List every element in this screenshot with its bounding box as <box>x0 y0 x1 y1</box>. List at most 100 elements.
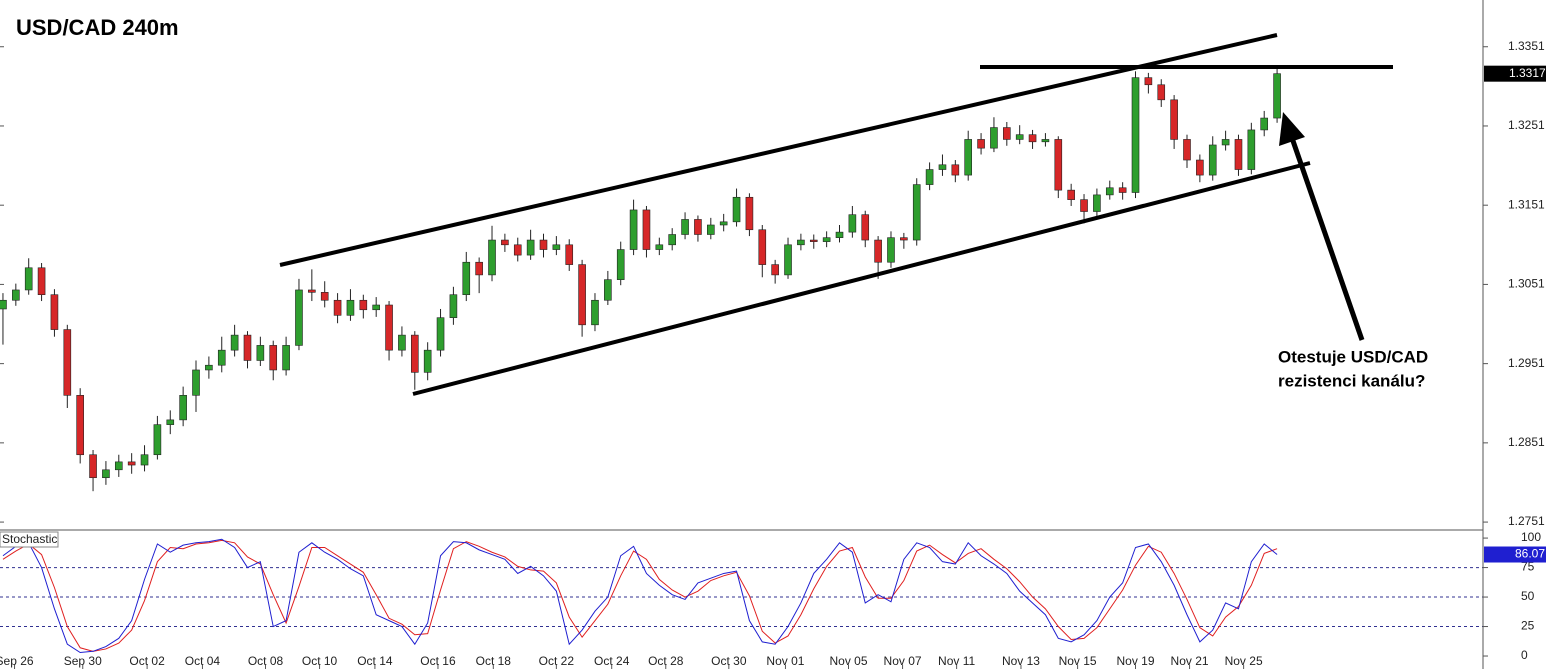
candle-body <box>50 294 59 330</box>
candle-body <box>990 127 998 149</box>
candle-body <box>1131 77 1140 193</box>
candle-body <box>153 424 162 456</box>
candle-body <box>1003 127 1011 140</box>
candle-body <box>76 395 84 456</box>
x-tick-label: Nov 19 <box>1116 654 1154 668</box>
annotation: rezistenci kanálu? <box>1278 371 1425 390</box>
channel-lower <box>412 161 1311 396</box>
candle-body <box>1093 194 1101 212</box>
y-tick-label: 100 <box>1521 530 1541 544</box>
x-tick-label: Nov 21 <box>1171 654 1209 668</box>
arrow-shaft <box>1289 137 1365 341</box>
indicator-title: Stochastic <box>2 532 57 546</box>
candle-body <box>694 219 702 235</box>
candle-body <box>539 239 548 250</box>
candle-body <box>372 304 380 311</box>
candle-body <box>591 299 599 326</box>
candle-body <box>719 221 728 226</box>
x-tick-label: Nov 13 <box>1002 654 1040 668</box>
x-tick-label: Oct 28 <box>648 654 684 668</box>
x-tick-label: Oct 10 <box>302 654 338 668</box>
x-tick-label: Nov 07 <box>884 654 922 668</box>
candle-body <box>1208 144 1217 176</box>
candle-body <box>462 261 471 296</box>
candle-body <box>1080 199 1088 212</box>
candle-body <box>1196 159 1204 176</box>
candle-body <box>385 304 393 351</box>
y-tick-label: 1.3051 <box>1508 277 1545 291</box>
candle-body <box>912 184 921 241</box>
candle-body <box>655 244 664 250</box>
last-value-box <box>1484 546 1546 563</box>
candle-body <box>423 349 432 373</box>
x-tick-label: Oct 14 <box>357 654 393 668</box>
candle-body <box>1054 139 1063 191</box>
candle-body <box>1157 84 1166 101</box>
candle-body <box>0 299 7 310</box>
candle-body <box>1105 187 1114 196</box>
candle-body <box>784 244 792 276</box>
y-tick-label: 75 <box>1521 560 1535 574</box>
candle-body <box>1118 187 1127 193</box>
candle-body <box>797 239 805 246</box>
candle-body <box>256 345 265 361</box>
channel-upper <box>279 33 1278 267</box>
y-tick-label: 1.3351 <box>1508 39 1545 53</box>
indicator-label-box <box>0 531 59 548</box>
x-tick-label: Nov 25 <box>1225 654 1263 668</box>
x-tick-label: Oct 18 <box>476 654 512 668</box>
x-tick-label: Oct 16 <box>420 654 456 668</box>
candle-body <box>359 299 368 311</box>
candle-body <box>449 294 458 318</box>
candle-body <box>513 244 522 256</box>
annotation: Otestuje USD/CAD <box>1278 347 1428 366</box>
candle-body <box>681 219 689 235</box>
candle-body <box>192 369 200 396</box>
candle-body <box>861 214 870 241</box>
candle-body <box>89 454 97 479</box>
y-tick-label: 1.3251 <box>1508 118 1545 132</box>
candle-body <box>745 196 754 231</box>
candle-body <box>102 469 110 479</box>
y-tick-label: 50 <box>1521 589 1535 603</box>
stochastic-line <box>2 538 1278 654</box>
candle-body <box>1183 139 1191 161</box>
candle-body <box>295 289 303 346</box>
candle-body <box>346 299 355 316</box>
candle-body <box>771 264 779 276</box>
candle-body <box>308 289 316 293</box>
candle-body <box>977 139 985 149</box>
candle-body <box>179 395 187 421</box>
candle-body <box>436 317 445 351</box>
candle-body <box>565 244 574 265</box>
candle-body <box>1170 99 1178 140</box>
candle-body <box>12 289 20 301</box>
candle-body <box>1067 189 1075 200</box>
candle-body <box>488 239 496 276</box>
last-value-label: 86.07 <box>1515 547 1545 561</box>
y-tick-label: 1.3151 <box>1508 197 1545 211</box>
candle-body <box>217 349 226 366</box>
x-tick-label: Nov 11 <box>938 654 975 668</box>
candle-body <box>925 169 934 185</box>
x-tick-label: Oct 24 <box>594 654 630 668</box>
candle-body <box>951 164 960 176</box>
candle-body <box>1144 77 1153 86</box>
candle-body <box>282 345 290 371</box>
y-tick-label: 25 <box>1521 619 1535 633</box>
y-tick-label: 0 <box>1521 648 1528 662</box>
candle-body <box>874 239 882 263</box>
last-price-box <box>1484 65 1546 82</box>
candle-body <box>127 461 136 466</box>
candle-body <box>616 249 625 280</box>
candle-body <box>835 231 844 238</box>
candle-body <box>205 364 213 371</box>
candle-body <box>707 224 715 235</box>
candle-body <box>1041 139 1050 143</box>
candle-body <box>1221 139 1230 146</box>
candle-body <box>1234 139 1243 170</box>
y-tick-label: 1.2951 <box>1508 356 1545 370</box>
candle-body <box>243 334 252 361</box>
